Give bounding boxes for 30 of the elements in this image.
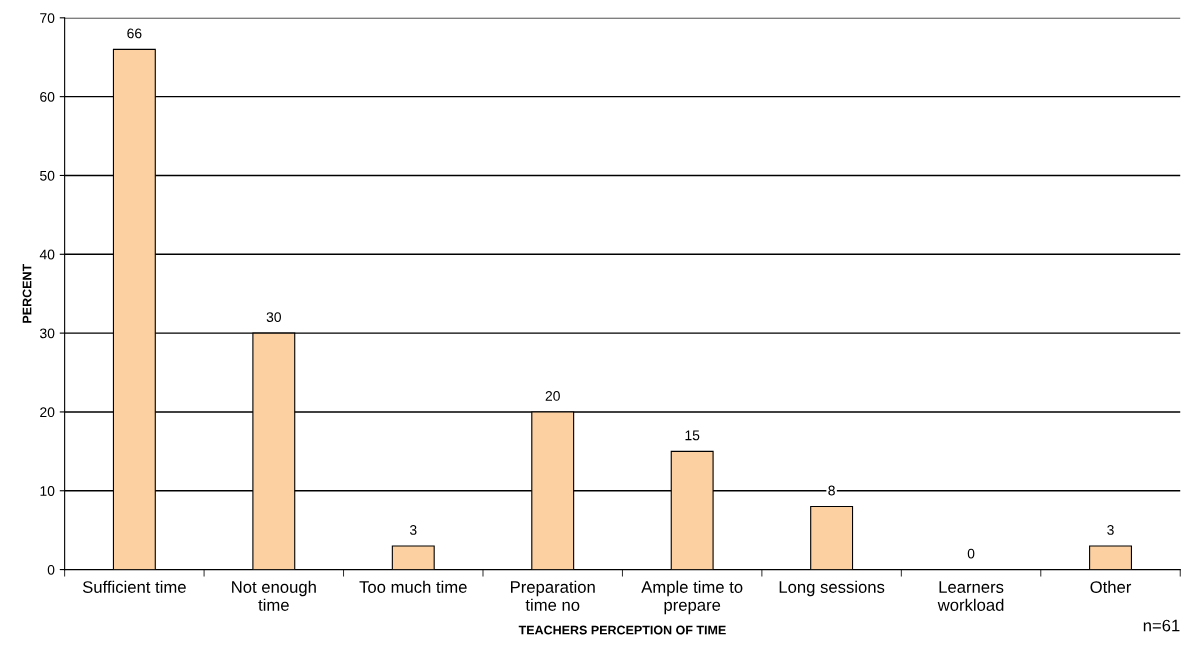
x-tick-label: Learners workload (937, 581, 1004, 611)
x-tick-label: Preparation time no (511, 580, 595, 611)
y-tick-label: 40 (39, 249, 55, 260)
data-label: 20 (545, 391, 560, 401)
y-tick-label: 0 (47, 564, 55, 575)
y-axis-title: PERCENT (22, 263, 32, 323)
data-label: 0 (967, 548, 975, 559)
data-label: 3 (409, 525, 417, 535)
y-tick-label: 20 (40, 407, 55, 418)
y-tick-label: 60 (40, 91, 55, 102)
bar (810, 505, 854, 570)
data-label: 30 (266, 312, 281, 323)
x-axis-title: TEACHERS PERCEPTION OF TIME (518, 625, 726, 635)
x-tick-label: Other (1090, 580, 1132, 593)
bar (1089, 545, 1132, 570)
y-tick-label: 50 (40, 170, 55, 181)
x-tick-label: Too much time (359, 580, 467, 593)
text: n=61 (1143, 619, 1180, 632)
data-label: 8 (828, 485, 835, 496)
bar (391, 545, 435, 570)
data-label: 3 (1107, 525, 1114, 535)
data-label: 15 (685, 430, 700, 441)
x-tick-label: Not enough time (232, 580, 316, 611)
y-tick-label: 70 (40, 13, 55, 23)
y-tick-label: 10 (40, 486, 55, 496)
x-tick-label: Sufficient time (82, 580, 186, 593)
y-tick-label: 30 (40, 328, 55, 339)
x-tick-label: Ample time to prepare (641, 580, 743, 615)
x-tick-label: Long sessions (779, 580, 885, 597)
data-label: 66 (127, 28, 142, 39)
